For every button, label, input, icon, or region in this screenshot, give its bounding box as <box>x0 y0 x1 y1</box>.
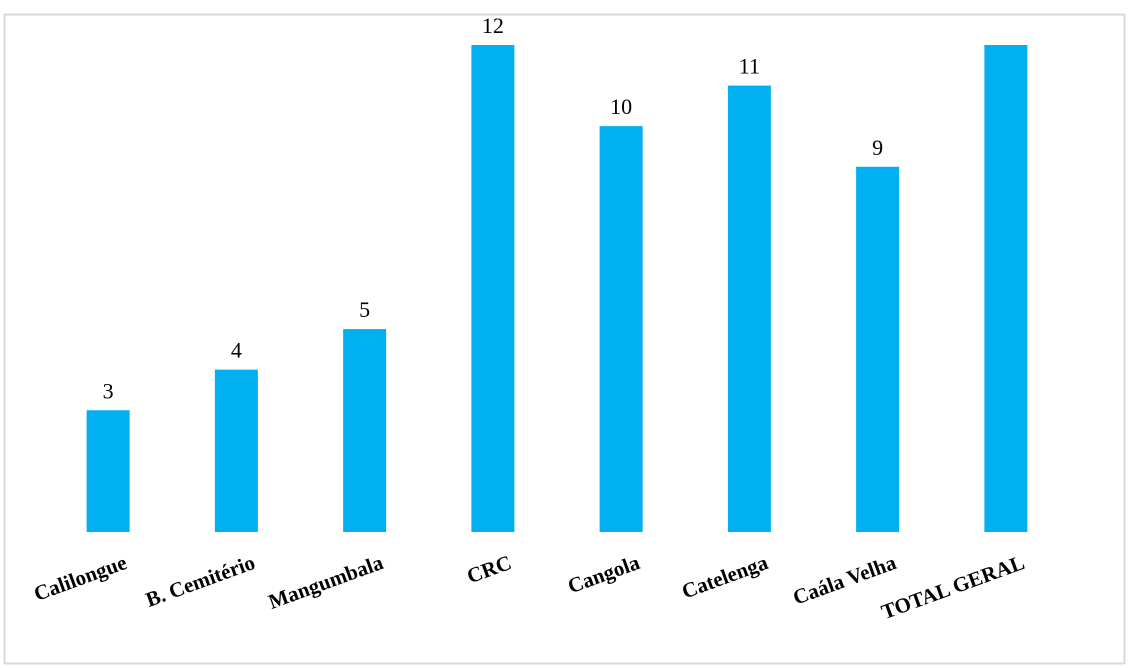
bar <box>214 369 258 532</box>
chart-frame <box>3 13 1126 665</box>
value-label: 10 <box>610 94 632 119</box>
bar <box>343 329 387 532</box>
value-label: 3 <box>103 378 114 403</box>
value-label: 9 <box>872 135 883 160</box>
bar <box>856 166 900 532</box>
value-label: 4 <box>231 338 242 363</box>
bar <box>86 410 130 532</box>
bar <box>471 45 515 532</box>
value-label: 5 <box>359 297 370 322</box>
bar <box>599 126 643 533</box>
bar <box>984 45 1028 532</box>
value-label: 11 <box>739 54 760 79</box>
bar <box>727 85 771 532</box>
value-label: 12 <box>482 13 504 38</box>
